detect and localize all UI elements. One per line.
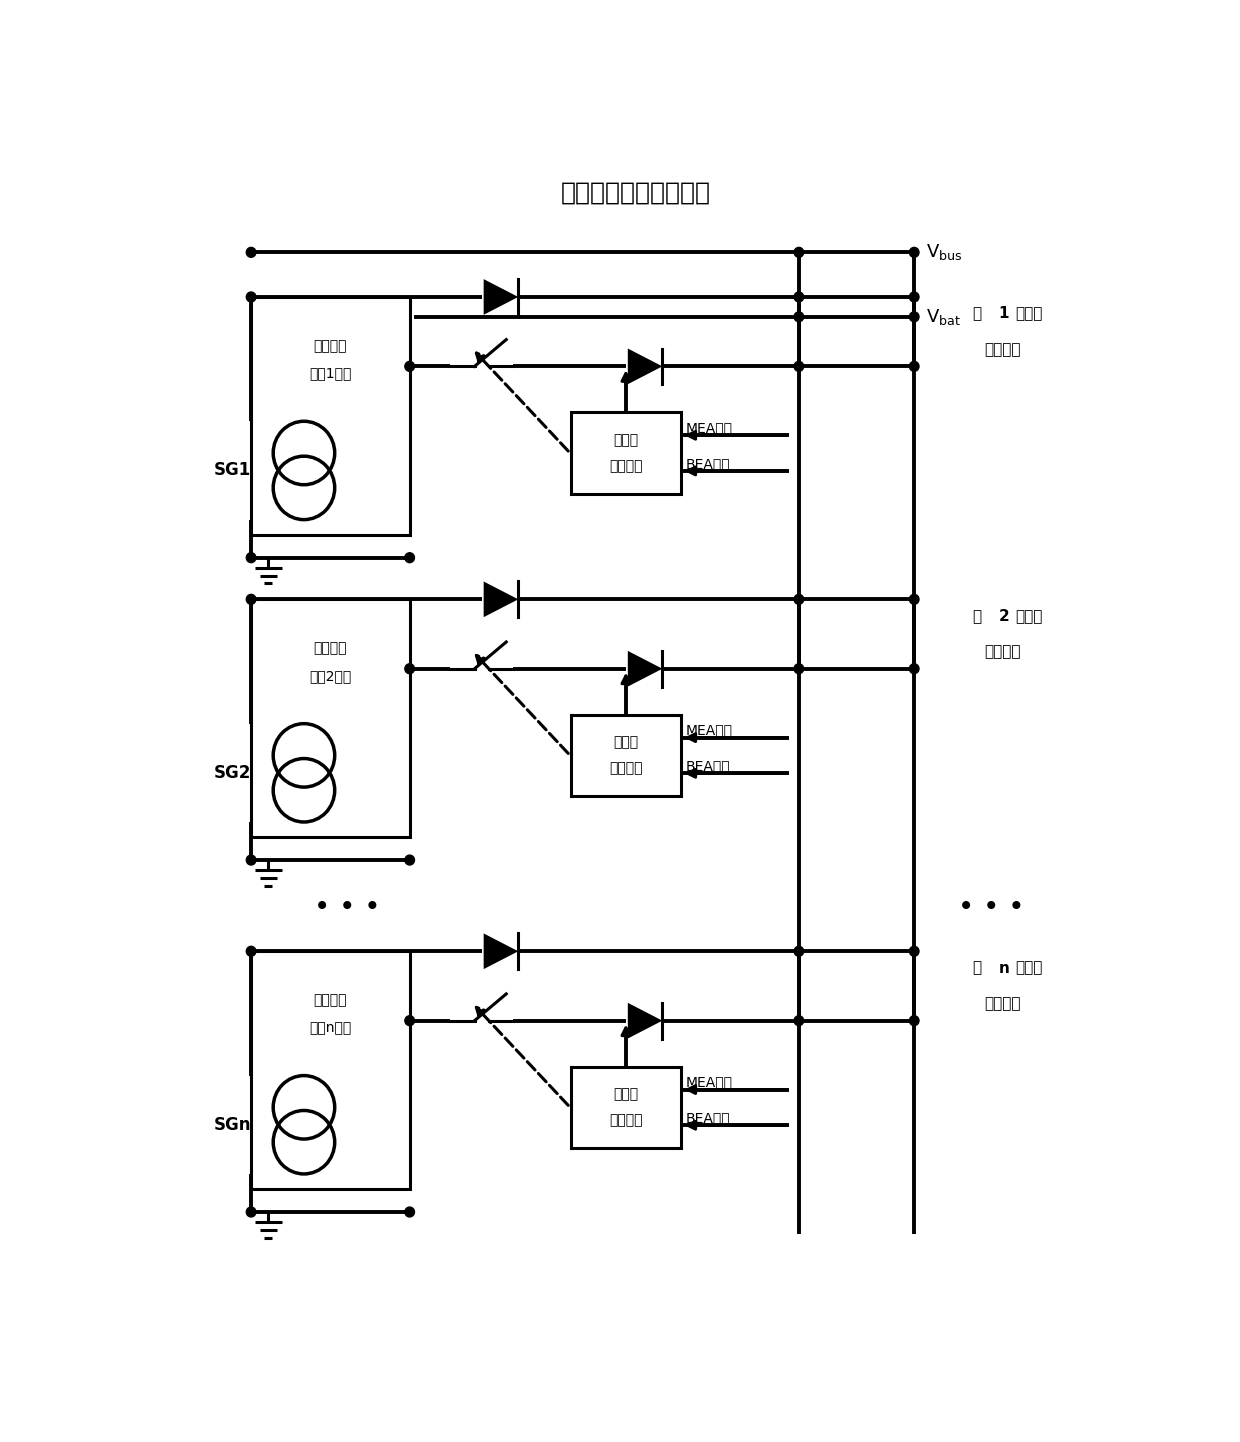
Circle shape xyxy=(794,362,804,372)
Text: 2: 2 xyxy=(998,609,1009,624)
Circle shape xyxy=(794,594,804,604)
Circle shape xyxy=(247,552,255,562)
Text: MEA电压: MEA电压 xyxy=(686,421,733,435)
Text: 调节电路: 调节电路 xyxy=(985,996,1021,1011)
Text: 控制与: 控制与 xyxy=(614,433,639,447)
Circle shape xyxy=(404,663,414,673)
Text: 调节电路: 调节电路 xyxy=(985,342,1021,358)
Text: 太阳电池: 太阳电池 xyxy=(314,642,347,655)
Text: • • •: • • • xyxy=(957,893,1024,920)
Text: 子阵n电压: 子阵n电压 xyxy=(309,1021,351,1035)
Bar xyxy=(250,297,409,535)
Circle shape xyxy=(909,362,919,372)
Polygon shape xyxy=(627,650,662,686)
Text: 串联型顺序开关调节器: 串联型顺序开关调节器 xyxy=(560,182,711,205)
Text: 第: 第 xyxy=(972,960,981,976)
Circle shape xyxy=(909,663,919,673)
Polygon shape xyxy=(627,349,662,384)
Text: BEA电压: BEA电压 xyxy=(686,457,730,472)
Text: n: n xyxy=(998,960,1009,976)
Circle shape xyxy=(247,1207,255,1217)
Bar xyxy=(250,600,409,838)
Text: MEA电压: MEA电压 xyxy=(686,724,733,738)
Circle shape xyxy=(909,248,919,257)
Circle shape xyxy=(247,248,255,257)
Circle shape xyxy=(794,1015,804,1025)
Polygon shape xyxy=(484,280,518,314)
Text: V$_{\rm bus}$: V$_{\rm bus}$ xyxy=(926,242,962,262)
Text: SGn: SGn xyxy=(213,1116,250,1133)
Polygon shape xyxy=(484,581,518,617)
Circle shape xyxy=(247,855,255,865)
Text: 级分流: 级分流 xyxy=(1016,609,1043,624)
Text: BEA电压: BEA电压 xyxy=(686,760,730,773)
Text: BEA电压: BEA电压 xyxy=(686,1112,730,1125)
Text: 太阳电池: 太阳电池 xyxy=(314,339,347,353)
Circle shape xyxy=(794,663,804,673)
Text: 1: 1 xyxy=(998,306,1009,322)
Circle shape xyxy=(909,594,919,604)
Text: 驱动电路: 驱动电路 xyxy=(609,459,642,473)
Text: 控制与: 控制与 xyxy=(614,1087,639,1102)
Text: SG1: SG1 xyxy=(213,461,250,479)
Circle shape xyxy=(909,311,919,322)
Circle shape xyxy=(404,362,414,372)
Circle shape xyxy=(909,1015,919,1025)
Text: 驱动电路: 驱动电路 xyxy=(609,1113,642,1128)
Circle shape xyxy=(404,1207,414,1217)
Text: 控制与: 控制与 xyxy=(614,735,639,750)
Circle shape xyxy=(404,855,414,865)
Circle shape xyxy=(404,1015,414,1025)
Circle shape xyxy=(247,594,255,604)
Text: 级分流: 级分流 xyxy=(1016,960,1043,976)
Text: V$_{\rm bat}$: V$_{\rm bat}$ xyxy=(926,307,961,327)
Bar xyxy=(570,1067,681,1148)
Bar xyxy=(250,952,409,1190)
Text: • • •: • • • xyxy=(314,893,381,920)
Text: 级分流: 级分流 xyxy=(1016,306,1043,322)
Text: 第: 第 xyxy=(972,306,981,322)
Text: SG2: SG2 xyxy=(213,764,250,782)
Polygon shape xyxy=(627,1002,662,1038)
Circle shape xyxy=(404,552,414,562)
Circle shape xyxy=(794,946,804,956)
Text: 子阵2电压: 子阵2电压 xyxy=(309,669,351,684)
Circle shape xyxy=(794,311,804,322)
Text: 调节电路: 调节电路 xyxy=(985,645,1021,659)
Text: 子阵1电压: 子阵1电压 xyxy=(309,366,352,381)
Text: 太阳电池: 太阳电池 xyxy=(314,994,347,1007)
Text: 驱动电路: 驱动电路 xyxy=(609,761,642,776)
Bar xyxy=(570,715,681,796)
Text: 第: 第 xyxy=(972,609,981,624)
Text: MEA电压: MEA电压 xyxy=(686,1076,733,1090)
Circle shape xyxy=(909,946,919,956)
Polygon shape xyxy=(484,933,518,969)
Circle shape xyxy=(909,291,919,301)
Circle shape xyxy=(794,291,804,301)
Circle shape xyxy=(247,946,255,956)
Circle shape xyxy=(794,248,804,257)
Bar xyxy=(570,412,681,493)
Circle shape xyxy=(247,291,255,301)
